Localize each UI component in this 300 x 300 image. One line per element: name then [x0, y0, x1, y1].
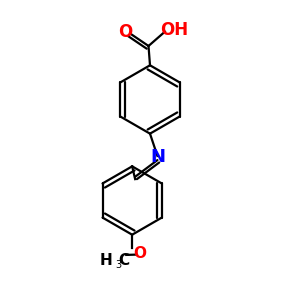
Text: O: O	[133, 246, 146, 261]
Text: C: C	[118, 254, 130, 268]
Text: OH: OH	[160, 21, 188, 39]
Text: O: O	[118, 23, 133, 41]
Text: N: N	[150, 148, 165, 166]
Text: 3: 3	[115, 260, 121, 270]
Text: H: H	[100, 254, 113, 268]
